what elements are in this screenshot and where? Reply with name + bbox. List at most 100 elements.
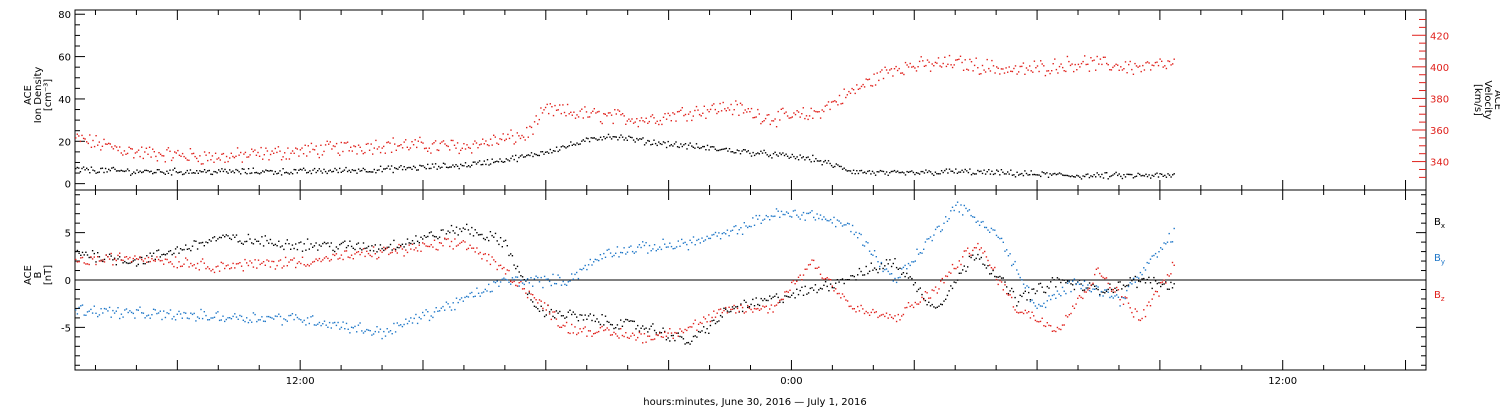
by-point <box>1144 269 1147 271</box>
velocity-point <box>218 157 220 159</box>
density-point <box>922 170 924 173</box>
velocity-point <box>1073 70 1075 73</box>
velocity-point <box>687 113 690 115</box>
bz-point <box>498 264 500 267</box>
velocity-point <box>1021 65 1023 68</box>
bz-point <box>835 288 837 290</box>
bx-point <box>608 321 610 323</box>
density-point <box>326 172 328 175</box>
bz-point <box>1165 282 1167 284</box>
density-point <box>87 169 89 171</box>
by-point <box>770 215 773 217</box>
velocity-point <box>722 101 724 104</box>
bx-point <box>1168 288 1170 290</box>
density-point <box>763 149 765 152</box>
by-point <box>342 321 344 323</box>
bx-point <box>846 279 849 281</box>
by-point <box>293 318 295 321</box>
bz-point <box>899 319 901 321</box>
bz-point <box>1033 315 1035 317</box>
bz-point <box>582 327 585 330</box>
velocity-point <box>464 148 467 150</box>
by-point <box>518 285 520 287</box>
velocity-point <box>959 55 962 57</box>
density-point <box>425 168 427 170</box>
bz-point <box>442 245 444 247</box>
velocity-point <box>731 113 734 116</box>
bx-point <box>950 285 952 287</box>
bx-point <box>432 234 434 237</box>
density-point <box>931 173 933 175</box>
by-point <box>432 316 434 319</box>
bz-point <box>933 289 935 292</box>
bx-point <box>364 247 366 250</box>
density-point <box>1027 174 1029 176</box>
bx-point <box>1114 287 1116 289</box>
velocity-point <box>1170 64 1172 66</box>
bx-point <box>471 226 473 229</box>
by-point <box>438 310 441 312</box>
bx-point <box>769 295 771 297</box>
bx-point <box>587 315 590 317</box>
bz-point <box>621 334 624 337</box>
density-point <box>307 171 309 174</box>
bz-point <box>366 250 368 252</box>
density-point <box>854 173 856 175</box>
by-point <box>425 309 427 311</box>
by-point <box>372 333 375 335</box>
density-point <box>183 173 185 175</box>
by-point <box>477 292 480 294</box>
bz-point <box>340 254 343 256</box>
by-point <box>408 320 410 322</box>
density-point <box>713 146 715 148</box>
bz-point <box>630 335 632 337</box>
bx-point <box>926 304 928 306</box>
by-point <box>535 275 537 277</box>
bz-point <box>548 313 551 315</box>
density-point <box>1062 174 1064 176</box>
velocity-point <box>739 102 742 104</box>
bz-point <box>235 263 238 265</box>
bx-point <box>1039 282 1042 285</box>
bz-point <box>1117 289 1120 291</box>
by-point <box>638 244 641 246</box>
bz-point <box>1102 276 1104 279</box>
legend-bx: Bx <box>1434 217 1445 230</box>
velocity-point <box>1074 63 1076 66</box>
bx-point <box>459 228 461 230</box>
velocity-point <box>1123 68 1125 70</box>
bz-point <box>648 335 651 337</box>
velocity-point <box>823 110 825 113</box>
velocity-point <box>1065 70 1067 73</box>
by-point <box>723 232 725 234</box>
density-point <box>334 167 336 170</box>
bz-point <box>642 342 644 344</box>
bx-point <box>388 246 390 248</box>
velocity-point <box>97 144 99 146</box>
bx-point <box>779 301 781 303</box>
bx-point <box>1078 279 1081 281</box>
density-point <box>538 154 540 157</box>
bz-point <box>157 258 160 261</box>
bx-point <box>640 327 642 329</box>
bz-point <box>237 262 239 265</box>
bz-point <box>1012 306 1015 308</box>
by-point <box>916 248 918 250</box>
by-point <box>339 328 341 330</box>
bx-point <box>1127 284 1130 286</box>
by-point <box>1077 281 1079 284</box>
by-point <box>122 316 124 318</box>
velocity-point <box>788 117 790 119</box>
density-point <box>141 171 143 174</box>
bx-point <box>1072 284 1074 286</box>
bx-point <box>968 255 971 258</box>
bz-point <box>388 253 390 256</box>
density-point <box>389 168 391 170</box>
velocity-point <box>387 141 390 143</box>
bz-point <box>1109 287 1111 289</box>
velocity-point <box>779 119 781 121</box>
bx-point <box>667 337 669 339</box>
velocity-point <box>1036 65 1039 67</box>
bx-point <box>234 236 236 238</box>
bx-point <box>870 262 872 264</box>
